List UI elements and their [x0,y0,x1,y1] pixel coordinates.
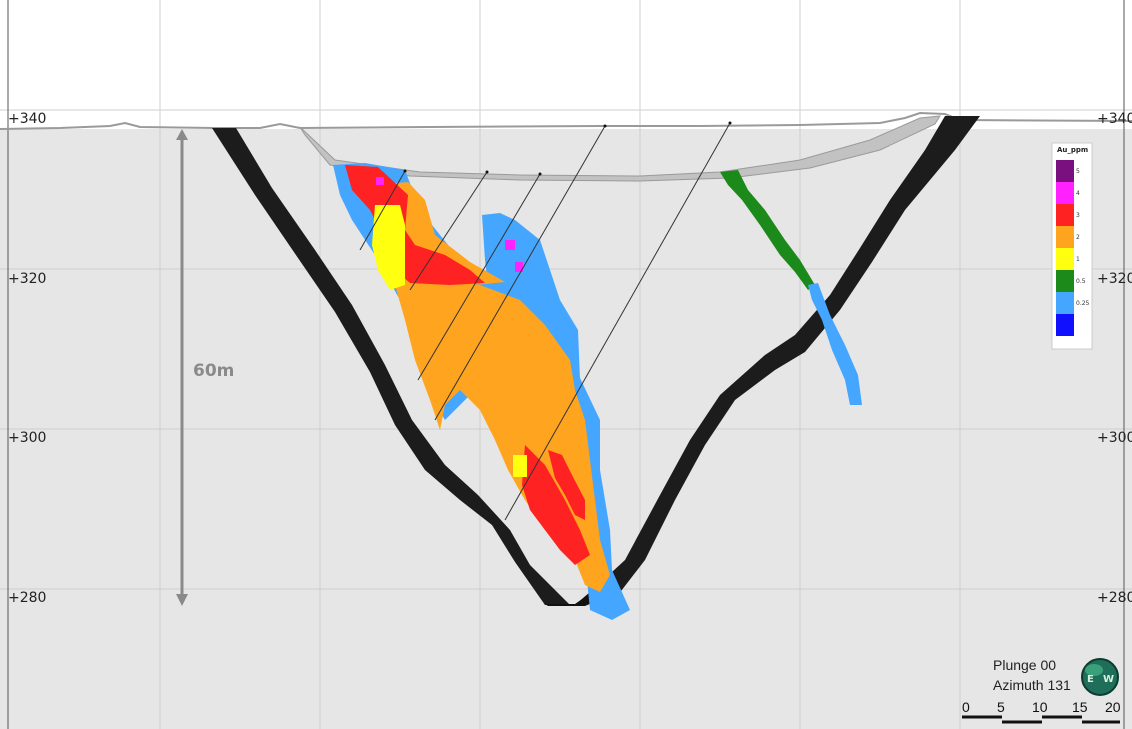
legend-swatch [1056,248,1074,270]
pit-wall-left [212,128,570,605]
scale-tick-5: 5 [997,699,1005,715]
scale-tick-0: 0 [962,699,970,715]
legend-label: 0.5 [1076,278,1086,285]
legend-swatch [1056,204,1074,226]
block-magenta-3 [515,262,523,272]
block-model [333,163,862,620]
sky-area [0,0,1132,129]
legend-swatch [1056,314,1074,336]
topography-surface [0,111,1132,130]
block-green-trend [720,170,815,290]
block-yellow-upper [372,205,405,290]
elevation-label-right-320: +320 [1097,271,1132,287]
grade-legend[interactable]: Au_ppm 5 4 3 2 1 0.5 0.25 [1051,142,1093,350]
legend-swatch [1056,270,1074,292]
drillholes [359,122,731,521]
scale-tick-20: 20 [1105,699,1121,715]
legend-label: 4 [1076,190,1080,197]
compass-globe-icon[interactable]: E W [1081,658,1119,696]
legend-label: 1 [1076,256,1080,263]
scale-tick-10: 10 [1032,699,1048,715]
dimension-arrow [176,129,188,606]
legend-swatch [1056,182,1074,204]
elevation-label-left-340: +340 [8,111,46,127]
drillhole-collars [403,121,732,176]
scale-bar: 0 5 10 15 20 [962,699,1121,724]
block-red-upper [345,165,485,285]
legend-title: Au_ppm [1057,146,1088,154]
drillhole-4 [434,125,606,421]
drillhole-3 [417,173,541,381]
compass-letter-w: W [1103,674,1114,685]
legend-entries: 5 4 3 2 1 0.5 0.25 [1056,160,1090,336]
azimuth-label: Azimuth 131 [993,677,1071,693]
legend-label: 3 [1076,212,1080,219]
drillhole-5 [504,122,731,521]
block-magenta-1 [376,177,384,185]
legend-label: 0.25 [1076,300,1090,307]
block-magenta-2 [505,240,515,250]
pit-wall-right [575,116,980,605]
elevation-label-right-300: +300 [1097,430,1132,446]
legend-swatch [1056,226,1074,248]
block-red-lower [522,445,590,565]
legend-label: 2 [1076,234,1080,241]
legend-swatch [1056,160,1074,182]
compass-letter-e: E [1087,674,1094,685]
elevation-label-right-280: +280 [1097,590,1132,606]
elevation-label-right-340: +340 [1097,111,1132,127]
elevation-label-left-300: +300 [8,430,46,446]
drillhole-1 [359,170,406,251]
legend-swatch [1056,292,1074,314]
dimension-label: 60m [193,361,234,381]
scale-tick-15: 15 [1072,699,1088,715]
block-red-small [548,450,585,520]
drillhole-2 [409,171,488,291]
block-blue-right [808,283,862,405]
block-yellow-lower [513,455,527,477]
legend-label: 5 [1076,168,1080,175]
plunge-label: Plunge 00 [993,657,1056,673]
elevation-label-left-280: +280 [8,590,46,606]
elevation-label-left-320: +320 [8,271,46,287]
